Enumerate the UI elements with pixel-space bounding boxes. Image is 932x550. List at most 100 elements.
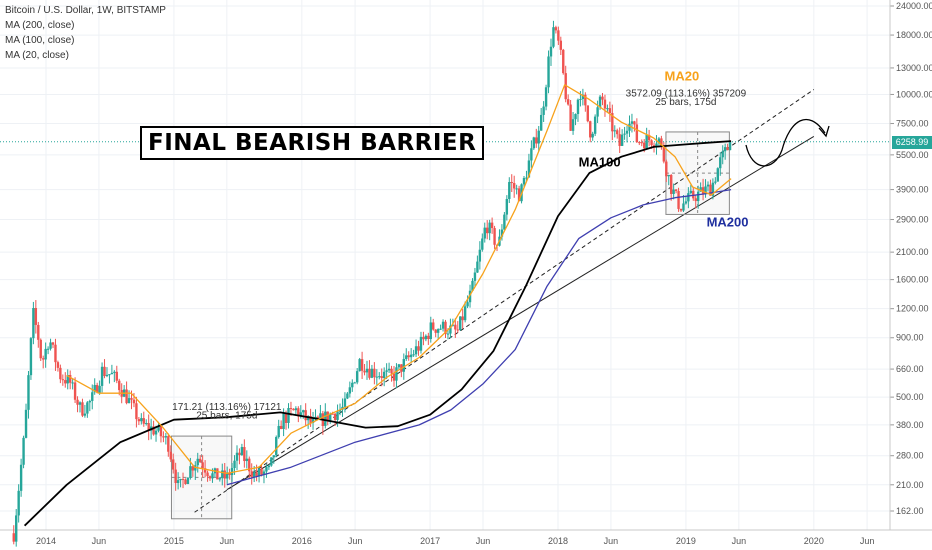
candle-body <box>86 402 89 414</box>
candle-body <box>613 130 616 132</box>
candle-body <box>630 121 634 124</box>
candle-body <box>206 472 209 477</box>
candle-body <box>319 413 322 419</box>
candle-body <box>174 469 177 484</box>
candle-body <box>17 490 20 516</box>
candle-body <box>324 411 327 426</box>
candle-body <box>645 134 648 149</box>
candle-body <box>593 116 597 134</box>
candle-body <box>348 387 352 394</box>
candle-body <box>159 426 163 437</box>
candle-body <box>164 436 168 438</box>
candle-body <box>530 148 533 161</box>
candle-body <box>91 392 94 401</box>
candle-body <box>127 398 131 404</box>
candle-body <box>481 238 484 250</box>
y-tick-label: 18000.00 <box>896 30 932 40</box>
candle-body <box>422 336 425 340</box>
candle-body <box>162 436 165 438</box>
candle-body <box>22 437 25 465</box>
candle-body <box>15 515 18 542</box>
candle-body <box>368 368 371 378</box>
candle-body <box>61 379 65 381</box>
legend-ma100: MA (100, close) <box>5 35 75 46</box>
candle-body <box>596 107 599 117</box>
candle-body <box>32 308 35 339</box>
candle-body <box>304 410 307 421</box>
candle-body <box>508 182 511 199</box>
candle-body <box>382 371 386 379</box>
candle-body <box>620 134 624 146</box>
candle-body <box>574 114 577 120</box>
candle-body <box>167 436 170 452</box>
candle-body <box>417 346 420 351</box>
candle-body <box>711 182 715 196</box>
candle-body <box>189 466 192 478</box>
candle-body <box>441 321 445 329</box>
candle-body <box>105 374 109 377</box>
candle-body <box>336 411 339 420</box>
candle-body <box>284 413 288 423</box>
candle-body <box>169 451 172 460</box>
candle-body <box>380 376 383 379</box>
y-tick-label: 1600.00 <box>896 275 929 285</box>
candle-body <box>532 137 536 149</box>
candle-body <box>346 393 349 399</box>
candle-body <box>728 141 732 151</box>
candle-body <box>154 430 158 435</box>
candle-body <box>255 472 258 477</box>
candle-body <box>478 249 482 262</box>
candle-body <box>456 329 459 331</box>
candle-body <box>625 130 629 134</box>
candle-body <box>544 87 548 107</box>
candle-body <box>186 477 190 485</box>
candle-body <box>505 198 509 215</box>
candle-body <box>270 457 273 466</box>
projection-path <box>745 118 830 167</box>
candle-body <box>699 187 702 192</box>
candle-body <box>66 374 69 384</box>
candle-body <box>409 354 413 358</box>
candle-body <box>81 402 84 416</box>
upper-channel-trendline <box>194 89 815 513</box>
candle-body <box>316 416 320 419</box>
candle-body <box>59 367 62 380</box>
candle-body <box>471 280 474 291</box>
y-tick-label: 1200.00 <box>896 304 929 314</box>
candle-body <box>424 335 428 340</box>
candle-body <box>181 479 185 481</box>
candle-body <box>449 325 452 334</box>
y-tick-label: 380.00 <box>896 420 924 430</box>
candle-body <box>726 147 729 151</box>
candle-body <box>694 198 697 202</box>
candle-body <box>584 94 587 106</box>
candle-body <box>279 425 283 430</box>
candle-body <box>95 384 99 393</box>
candle-body <box>54 344 57 363</box>
candle-body <box>103 366 106 377</box>
x-tick-label: Jun <box>348 536 363 546</box>
legend-ma20: MA (20, close) <box>5 50 69 61</box>
candle-body <box>660 138 663 146</box>
candle-body <box>147 423 150 431</box>
candle-body <box>250 471 253 478</box>
candle-body <box>674 189 678 192</box>
candle-body <box>542 106 545 115</box>
candle-body <box>191 466 195 471</box>
candle-body <box>412 354 415 356</box>
candle-body <box>329 413 332 421</box>
candle-body <box>297 408 300 417</box>
candle-body <box>309 416 312 423</box>
candle-body <box>179 479 182 481</box>
candle-body <box>706 184 710 187</box>
y-tick-label: 7500.00 <box>896 119 929 129</box>
candle-body <box>405 355 408 360</box>
candle-body <box>488 222 491 234</box>
candle-body <box>211 473 214 479</box>
chart-legend: Bitcoin / U.S. Dollar, 1W, BITSTAMP MA (… <box>5 3 166 63</box>
candle-body <box>591 133 594 138</box>
candle-body <box>557 30 560 41</box>
last-price-tag: 6258.99 <box>892 136 932 149</box>
candle-body <box>118 380 121 391</box>
